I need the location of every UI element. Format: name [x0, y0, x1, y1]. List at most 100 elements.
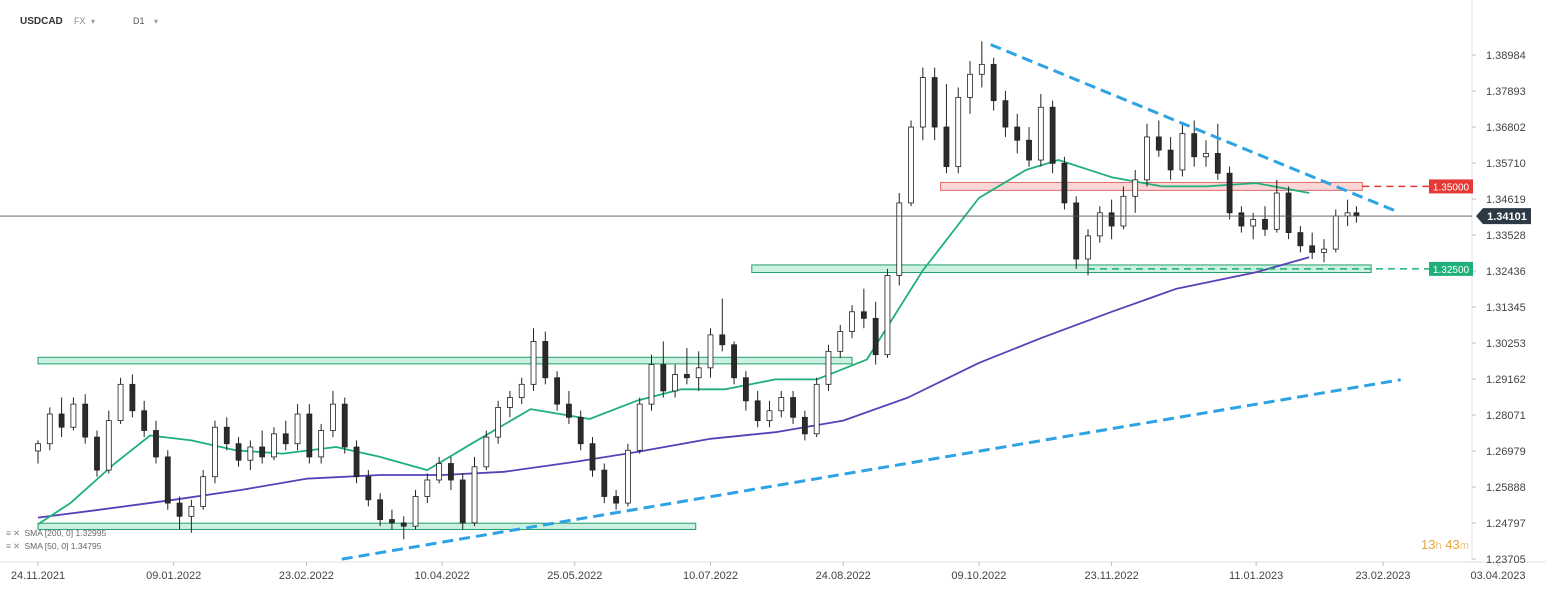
- candle-up: [1085, 235, 1091, 260]
- candle-down: [683, 374, 690, 379]
- candle-down: [1073, 202, 1080, 260]
- x-tick-label: 09.10.2022: [951, 570, 1006, 582]
- candle-up: [424, 479, 431, 497]
- candle-down: [731, 344, 737, 379]
- candle-up: [436, 463, 443, 481]
- candle-down: [577, 416, 584, 445]
- candle-down: [860, 311, 867, 319]
- candle-down: [129, 383, 136, 412]
- price-tags: 1.35000 1.32500 1.34101: [1429, 179, 1531, 276]
- symbol-label[interactable]: USDCAD: [20, 16, 63, 27]
- candle-up: [46, 413, 53, 445]
- candle-down: [660, 364, 667, 392]
- y-tick-label: 1.25888: [1486, 482, 1526, 494]
- x-tick-label: 23.02.2022: [279, 570, 334, 582]
- axes: 1.38984 1.37893 1.36802 1.35710 1.34619 1.335…: [11, 50, 1526, 582]
- candle-up: [1037, 106, 1044, 161]
- candle-down: [754, 400, 761, 422]
- close-icon[interactable]: ✕: [12, 528, 21, 538]
- candle-up: [1144, 136, 1150, 181]
- candle-up: [1179, 133, 1186, 171]
- sma200-label: SMA [200, 0] 1.32995: [24, 528, 107, 538]
- candle-down: [1262, 219, 1268, 230]
- candle-down: [282, 433, 289, 445]
- x-tick-label: 25.05.2022: [547, 570, 602, 582]
- candle-up: [1203, 153, 1209, 158]
- candle-down: [164, 456, 171, 504]
- timer-minutes: 43: [1445, 537, 1460, 552]
- y-tick-label: 1.35710: [1486, 158, 1526, 170]
- support-zone: [37, 356, 853, 365]
- candle-up: [471, 466, 478, 524]
- candle-up: [530, 341, 537, 385]
- candle-up: [35, 443, 41, 452]
- candle-up: [1096, 212, 1103, 237]
- candle-up: [483, 436, 490, 468]
- downtrend-trendline: [990, 43, 1399, 214]
- x-tick-label: 24.08.2022: [816, 570, 871, 582]
- candle-up: [1120, 195, 1127, 227]
- candle-down: [448, 463, 454, 481]
- support-zone: [37, 522, 697, 530]
- uptrend-trendline: [341, 378, 1401, 561]
- candle-up: [813, 383, 820, 435]
- sma200-line: [37, 256, 1310, 519]
- candle-countdown: 13h 43m: [1421, 537, 1469, 552]
- candle-up: [636, 403, 643, 451]
- candle-up: [1332, 215, 1339, 250]
- market-chevron-down-icon[interactable]: ▾: [91, 17, 96, 26]
- y-tick-label: 1.26979: [1486, 446, 1526, 458]
- candle-down: [235, 443, 242, 461]
- sma50-legend[interactable]: ≡ ✕ SMA [50, 0] 1.34795: [6, 541, 102, 552]
- candle-down: [176, 502, 183, 517]
- candle-down: [742, 377, 749, 402]
- candle-down: [943, 126, 950, 168]
- candle-up: [967, 73, 973, 98]
- sma200-legend[interactable]: ≡ ✕ SMA [200, 0] 1.32995: [6, 528, 106, 539]
- candle-up: [978, 63, 985, 75]
- candle-down: [223, 426, 230, 445]
- sma50-label: SMA [50, 0] 1.34795: [24, 541, 102, 551]
- price-tag: [1429, 261, 1473, 276]
- x-tick-label: 11.01.2023: [1229, 570, 1283, 582]
- y-tick-label: 1.32436: [1486, 266, 1526, 278]
- candle-down: [1191, 133, 1198, 158]
- sma50-line: [37, 159, 1310, 525]
- timer-hours-unit: h: [1435, 540, 1442, 552]
- candle-down: [566, 403, 572, 418]
- candle-down: [141, 410, 148, 431]
- candle-up: [271, 433, 277, 458]
- candle-up: [707, 334, 714, 369]
- candle-up: [1250, 219, 1257, 227]
- candle-up: [212, 426, 218, 478]
- candle-up: [695, 367, 702, 379]
- candle-down: [58, 413, 65, 428]
- candle-down: [341, 403, 348, 448]
- candle-down: [1155, 136, 1162, 151]
- menu-icon[interactable]: ≡: [6, 541, 11, 551]
- candle-down: [1061, 162, 1068, 204]
- timeframe-chevron-down-icon[interactable]: ▾: [154, 17, 159, 26]
- y-tick-label: 1.29162: [1486, 374, 1526, 386]
- candle-down: [719, 334, 726, 346]
- x-tick-label: 10.07.2022: [683, 570, 738, 582]
- y-tick-label: 1.30253: [1486, 338, 1526, 350]
- candle-down: [1297, 232, 1304, 247]
- market-label[interactable]: FX: [74, 16, 86, 26]
- candle-down: [1049, 106, 1056, 164]
- timeframe-label[interactable]: D1: [133, 16, 145, 26]
- candle-down: [554, 377, 561, 405]
- candle-up: [849, 311, 855, 332]
- menu-icon[interactable]: ≡: [6, 528, 11, 538]
- candle-up: [908, 126, 914, 204]
- close-icon[interactable]: ✕: [12, 541, 21, 551]
- candle-down: [990, 63, 997, 102]
- candle-up: [896, 202, 903, 276]
- candle-up: [955, 96, 962, 168]
- y-tick-label: 1.33528: [1486, 230, 1526, 242]
- candle-down: [353, 446, 360, 478]
- candle-down: [601, 469, 608, 497]
- candle-up: [518, 383, 525, 398]
- candle-down: [365, 476, 372, 501]
